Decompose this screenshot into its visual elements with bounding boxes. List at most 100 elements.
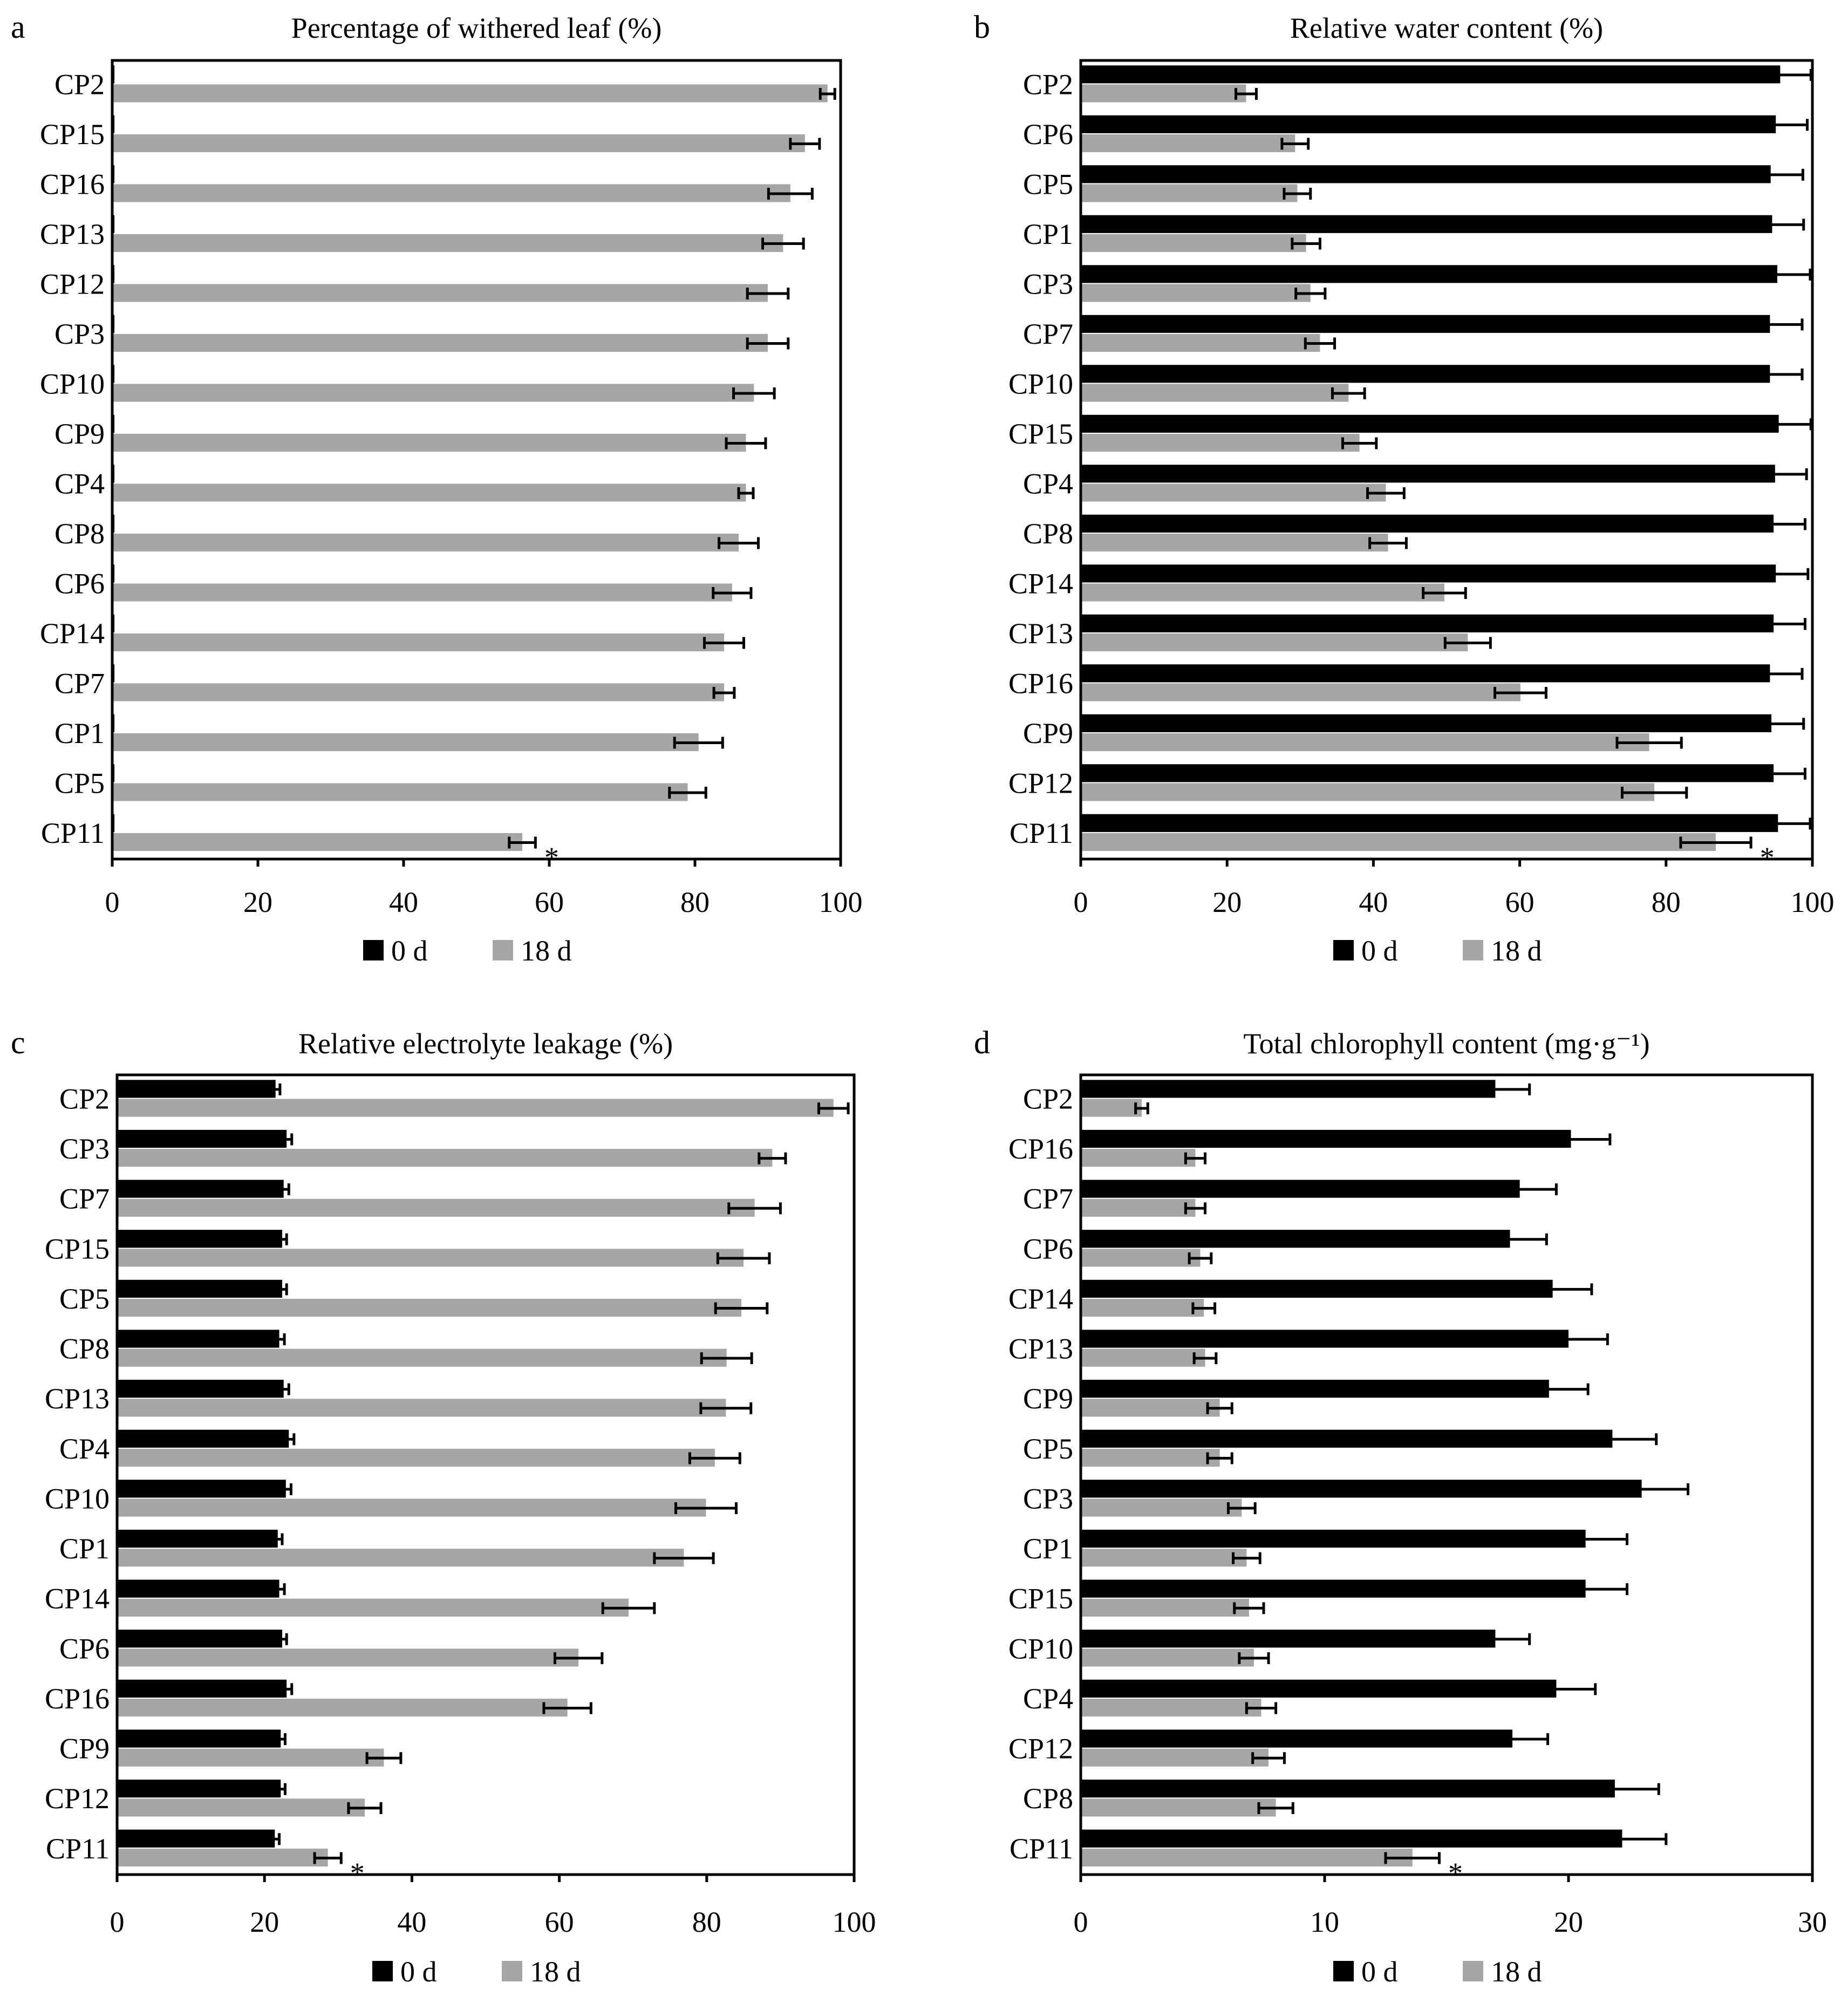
bar-0d	[1081, 1630, 1496, 1648]
x-tick-label: 100	[1791, 886, 1835, 918]
bar-0d	[1081, 514, 1774, 533]
bar-0d	[1081, 1180, 1520, 1198]
bar-0d	[117, 1330, 279, 1348]
chart-title: Relative water content (%)	[1290, 12, 1603, 44]
panel-letter: a	[11, 9, 25, 45]
bar-18d	[1081, 533, 1388, 552]
category-label: CP11	[1010, 1832, 1073, 1865]
x-tick-label: 60	[1505, 886, 1535, 918]
bar-18d	[117, 1099, 834, 1117]
bar-18d	[1081, 1198, 1196, 1217]
bar-0d	[1081, 1279, 1553, 1298]
bar-18d	[117, 1549, 684, 1567]
bar-0d	[1081, 265, 1777, 283]
bar-18d	[112, 333, 768, 352]
category-label: CP2	[1023, 1082, 1073, 1115]
category-label: CP1	[1023, 218, 1073, 250]
bar-18d	[1081, 1448, 1220, 1467]
category-label: CP3	[1023, 1482, 1073, 1515]
bar-18d	[1081, 433, 1360, 452]
bar-18d	[117, 1448, 715, 1467]
bar-18d	[1081, 1298, 1204, 1317]
bar-0d	[1081, 714, 1772, 732]
bar-18d	[1081, 1798, 1276, 1817]
bar-0d	[1081, 465, 1775, 483]
category-label: CP16	[1008, 667, 1073, 699]
bar-18d	[117, 1498, 706, 1517]
bar-18d	[117, 1149, 773, 1167]
bar-0d	[117, 1279, 282, 1298]
bar-18d	[1081, 284, 1311, 302]
category-label: CP12	[45, 1782, 110, 1815]
bar-18d	[1081, 1498, 1242, 1517]
bar-0d	[1081, 365, 1770, 383]
category-label: CP16	[45, 1682, 110, 1715]
bar-18d	[1081, 633, 1468, 652]
bar-0d	[117, 1480, 286, 1498]
category-label: CP11	[41, 817, 105, 849]
bar-18d	[1081, 84, 1246, 103]
category-label: CP15	[45, 1232, 110, 1265]
category-label: CP6	[1023, 1232, 1073, 1265]
bar-18d	[1081, 1549, 1247, 1567]
legend-swatch-18d	[502, 1961, 522, 1981]
category-label: CP10	[40, 367, 105, 400]
bar-0d	[1081, 65, 1781, 84]
x-tick-label: 100	[819, 886, 863, 918]
category-label: CP14	[40, 617, 105, 650]
bar-0d	[1081, 1829, 1622, 1848]
bar-18d	[117, 1348, 727, 1367]
bar-18d	[112, 683, 724, 701]
chart-title: Relative electrolyte leakage (%)	[298, 1027, 673, 1060]
category-label: CP15	[40, 118, 105, 151]
bar-18d	[1081, 234, 1306, 253]
category-label: CP7	[1023, 1183, 1073, 1215]
bar-0d	[1081, 1579, 1586, 1598]
bar-0d	[117, 1380, 284, 1398]
plot-frame	[1079, 1073, 1814, 1876]
x-tick-label: 40	[1359, 886, 1388, 918]
category-label: CP6	[59, 1632, 110, 1665]
panel-letter: c	[11, 1025, 25, 1060]
bar-18d	[1081, 1399, 1220, 1417]
x-tick-label: 0	[105, 886, 120, 918]
legend-label: 0 d	[400, 1956, 437, 1988]
bar-0d	[1081, 414, 1779, 433]
category-label: CP8	[54, 517, 105, 550]
category-label: CP6	[54, 567, 105, 599]
bar-0d	[117, 1780, 281, 1798]
category-label: CP12	[1008, 1733, 1073, 1765]
bar-18d	[1081, 1848, 1413, 1867]
category-label: CP13	[1008, 1333, 1073, 1365]
legend-swatch-18d	[1463, 940, 1483, 960]
category-label: CP2	[59, 1082, 110, 1115]
chart-title: Percentage of withered leaf (%)	[291, 12, 662, 44]
chart-title: Total chlorophyll content (mg·g⁻¹)	[1243, 1027, 1649, 1060]
bar-18d	[112, 84, 828, 103]
x-tick-label: 20	[1554, 1906, 1583, 1938]
bar-0d	[1081, 1129, 1571, 1148]
bar-18d	[117, 1848, 328, 1867]
category-label: CP8	[1023, 1782, 1073, 1815]
category-label: CP11	[1010, 817, 1073, 849]
category-label: CP5	[1023, 168, 1073, 200]
bar-18d	[112, 134, 805, 153]
bar-0d	[117, 1080, 276, 1098]
bar-0d	[1081, 814, 1778, 832]
bar-18d	[112, 234, 783, 253]
category-label: CP14	[1008, 1283, 1073, 1315]
bar-18d	[1081, 184, 1298, 202]
category-label: CP15	[1008, 1583, 1073, 1615]
category-label: CP11	[46, 1832, 110, 1865]
legend-swatch-18d	[493, 940, 513, 960]
category-label: CP1	[1023, 1532, 1073, 1565]
x-tick-label: 80	[1652, 886, 1681, 918]
bar-18d	[112, 833, 523, 851]
bar-0d	[117, 1129, 287, 1148]
x-tick-label: 80	[692, 1906, 721, 1938]
bar-0d	[1081, 1330, 1569, 1348]
chart-panel-d: d Total chlorophyll content (mg·g⁻¹) CP2 CP…	[974, 1025, 1827, 1988]
bar-0d	[1081, 614, 1774, 632]
category-label: CP10	[1008, 367, 1073, 400]
bar-0d	[117, 1579, 279, 1598]
